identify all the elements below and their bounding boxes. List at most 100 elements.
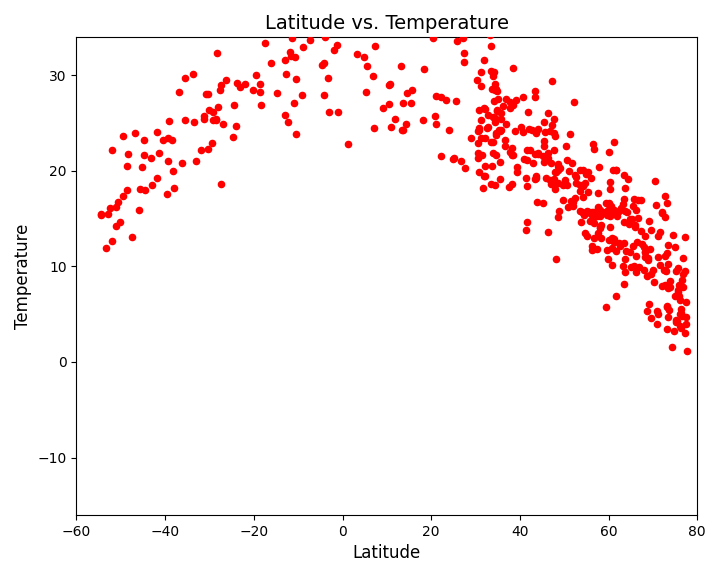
Point <box>567 158 578 168</box>
Point <box>96 210 107 219</box>
Point <box>603 199 615 208</box>
Point <box>489 86 500 95</box>
Point <box>480 105 491 114</box>
Point <box>530 173 541 183</box>
Point <box>602 206 613 215</box>
Point <box>670 315 682 324</box>
Point <box>297 42 309 51</box>
Point <box>642 253 654 263</box>
Point <box>544 175 556 184</box>
Point <box>662 301 673 310</box>
Point <box>493 125 505 134</box>
Point <box>217 119 229 128</box>
Point <box>405 98 417 108</box>
Point <box>431 119 442 128</box>
Point <box>530 128 541 138</box>
Point <box>489 79 500 88</box>
Point <box>672 287 683 297</box>
Point <box>670 267 681 276</box>
Point <box>675 308 686 317</box>
Point <box>539 136 550 145</box>
Point <box>490 150 501 159</box>
Point <box>594 223 606 233</box>
Point <box>473 123 485 132</box>
Point <box>654 228 666 237</box>
Point <box>138 135 150 144</box>
Point <box>584 216 595 225</box>
Point <box>593 188 604 198</box>
Point <box>647 265 659 274</box>
Point <box>441 96 452 105</box>
Point <box>575 180 586 190</box>
Point <box>487 71 499 80</box>
Point <box>618 194 629 203</box>
Point <box>680 320 692 329</box>
Point <box>619 183 631 192</box>
Point <box>474 105 485 115</box>
Point <box>195 146 207 155</box>
Point <box>586 245 598 254</box>
Point <box>385 122 397 131</box>
Point <box>626 214 638 223</box>
Point <box>518 155 529 164</box>
Point <box>504 103 516 112</box>
Point <box>672 316 683 325</box>
Point <box>506 143 518 153</box>
Point <box>644 269 656 278</box>
Point <box>490 131 502 140</box>
Point <box>234 82 246 92</box>
Point <box>173 87 184 96</box>
Point <box>472 148 484 157</box>
Point <box>661 198 672 207</box>
Point <box>492 94 503 104</box>
Point <box>549 131 561 141</box>
Point <box>593 228 604 237</box>
Point <box>163 133 174 142</box>
Point <box>606 260 618 270</box>
Point <box>532 150 544 159</box>
Point <box>491 106 503 115</box>
Point <box>146 181 158 190</box>
Point <box>451 97 462 106</box>
Point <box>561 155 572 164</box>
Point <box>604 206 616 215</box>
Point <box>152 173 163 183</box>
Point <box>215 180 227 189</box>
Point <box>323 107 335 116</box>
Point <box>617 261 629 270</box>
Point <box>588 218 599 227</box>
Point <box>595 221 607 230</box>
Point <box>523 124 534 134</box>
Point <box>368 72 379 81</box>
Point <box>575 165 586 174</box>
Point <box>271 89 282 98</box>
Point <box>488 67 500 77</box>
Point <box>359 6 371 16</box>
Point <box>153 149 165 158</box>
Point <box>617 199 629 208</box>
Point <box>538 157 549 166</box>
Point <box>593 163 604 172</box>
Point <box>591 244 603 253</box>
Point <box>510 126 521 135</box>
Point <box>541 109 553 118</box>
Point <box>575 218 587 227</box>
Point <box>179 73 191 82</box>
Point <box>624 219 635 228</box>
Point <box>549 175 560 184</box>
Point <box>624 248 636 257</box>
Point <box>652 319 663 328</box>
Point <box>620 246 631 255</box>
Point <box>481 124 492 133</box>
Point <box>618 218 629 227</box>
Point <box>473 168 485 177</box>
Point <box>351 50 362 59</box>
Point <box>490 181 501 190</box>
Point <box>200 90 212 99</box>
Point <box>643 300 654 309</box>
Point <box>591 211 603 220</box>
Point <box>485 30 496 39</box>
Point <box>228 100 240 109</box>
Point <box>595 233 607 242</box>
Point <box>290 130 302 139</box>
